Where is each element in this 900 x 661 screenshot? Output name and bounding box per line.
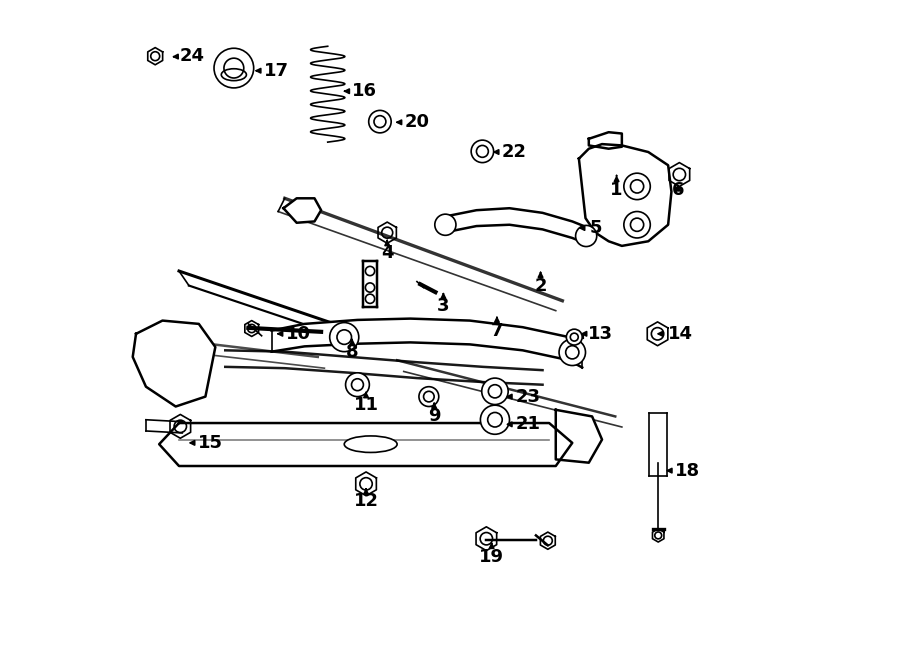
Text: 8: 8	[346, 340, 358, 361]
Polygon shape	[272, 319, 582, 368]
Text: 20: 20	[397, 113, 429, 132]
Text: 4: 4	[381, 241, 393, 262]
Ellipse shape	[344, 436, 397, 452]
Text: 5: 5	[580, 219, 602, 237]
Polygon shape	[579, 144, 671, 246]
Circle shape	[365, 294, 374, 303]
Text: 11: 11	[354, 393, 379, 414]
Text: 15: 15	[190, 434, 223, 452]
Polygon shape	[132, 321, 215, 407]
Polygon shape	[159, 423, 572, 466]
Text: 23: 23	[508, 387, 541, 406]
Circle shape	[365, 266, 374, 276]
Text: 2: 2	[535, 273, 547, 295]
Circle shape	[472, 140, 493, 163]
Text: 24: 24	[174, 47, 204, 65]
Text: 19: 19	[479, 544, 504, 566]
Circle shape	[624, 173, 651, 200]
Circle shape	[576, 225, 597, 247]
Text: 22: 22	[494, 143, 526, 161]
Circle shape	[346, 373, 369, 397]
Circle shape	[365, 283, 374, 292]
Text: 18: 18	[668, 461, 700, 480]
Text: 13: 13	[582, 325, 613, 343]
Text: 21: 21	[508, 415, 541, 434]
Circle shape	[435, 214, 456, 235]
Text: 12: 12	[354, 489, 379, 510]
Circle shape	[559, 339, 586, 366]
Circle shape	[329, 323, 359, 352]
Text: 16: 16	[345, 82, 376, 100]
Text: 1: 1	[610, 176, 623, 200]
Text: 6: 6	[671, 181, 684, 200]
Circle shape	[418, 387, 439, 407]
Text: 17: 17	[256, 61, 289, 80]
Text: 9: 9	[428, 404, 440, 426]
Circle shape	[624, 212, 651, 238]
Polygon shape	[556, 410, 602, 463]
Text: 3: 3	[437, 293, 450, 315]
Text: 14: 14	[658, 325, 692, 343]
Polygon shape	[589, 132, 622, 149]
Polygon shape	[284, 198, 321, 223]
Circle shape	[369, 110, 392, 133]
Circle shape	[481, 405, 509, 434]
Text: 10: 10	[278, 325, 310, 343]
Polygon shape	[444, 208, 589, 245]
Circle shape	[482, 378, 508, 405]
Circle shape	[566, 329, 582, 345]
Circle shape	[214, 48, 254, 88]
Text: 7: 7	[491, 318, 503, 340]
